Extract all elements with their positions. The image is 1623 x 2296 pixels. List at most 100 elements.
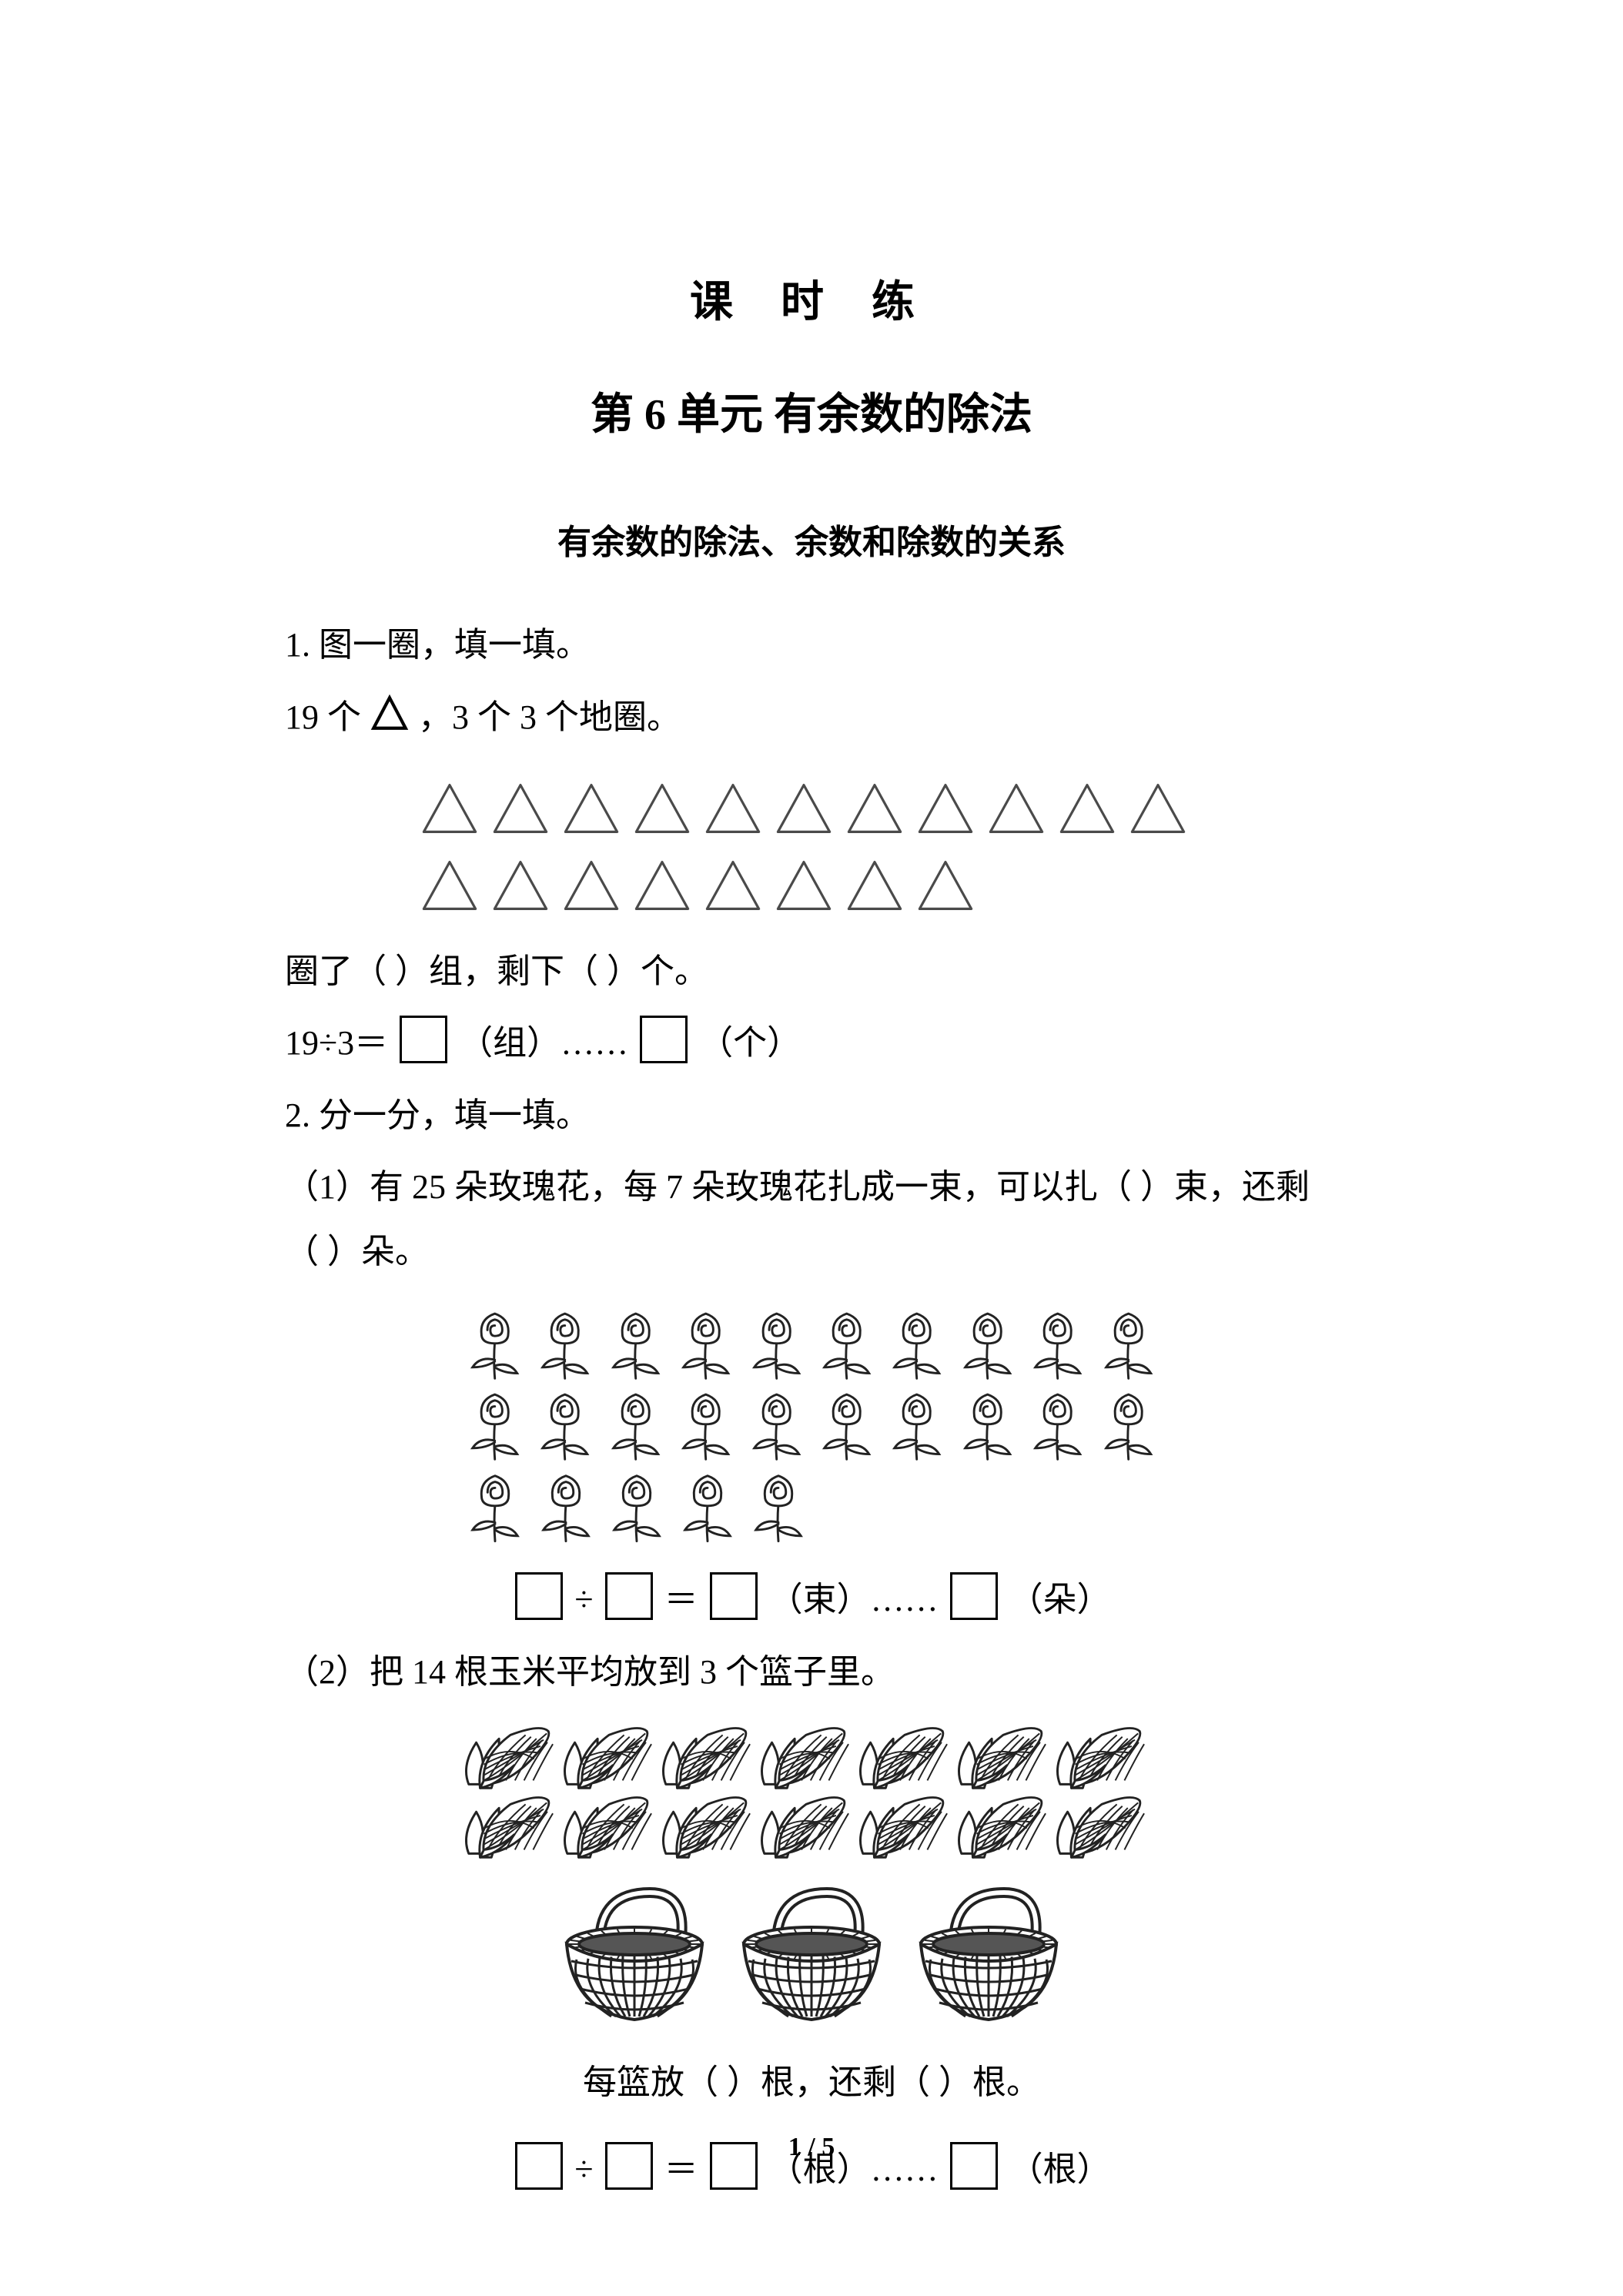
corn-icon: [457, 1789, 556, 1866]
q1-triangle-grid: [419, 778, 1204, 916]
rose-icon: [1028, 1388, 1087, 1464]
rose-icon: [606, 1388, 665, 1464]
rose-icon: [958, 1307, 1017, 1383]
q1-eq-unit1: （组）……: [459, 1024, 628, 1062]
triangle-icon: [915, 855, 976, 916]
rose-icon: [887, 1307, 946, 1383]
rose-icon: [606, 1307, 665, 1383]
rose-icon: [747, 1388, 806, 1464]
triangle-icon: [702, 855, 764, 916]
q1-eq-prefix: 19÷3＝: [285, 1024, 388, 1062]
rose-icon: [817, 1388, 876, 1464]
triangle-icon: [631, 778, 693, 839]
q2-p1-unit2: （朵）: [1009, 1581, 1111, 1618]
corn-icon: [556, 1719, 654, 1796]
answer-box[interactable]: [950, 1572, 998, 1620]
triangle-icon: [986, 778, 1047, 839]
triangle-icon: [561, 778, 622, 839]
answer-box[interactable]: [605, 1572, 653, 1620]
q2-p1-unit1: （束）……: [769, 1581, 939, 1618]
triangle-icon: [631, 855, 693, 916]
rose-row: [465, 1470, 1158, 1545]
answer-box[interactable]: [710, 1572, 758, 1620]
rose-icon: [465, 1307, 524, 1383]
corn-grid: [457, 1719, 1166, 1866]
rose-icon: [535, 1307, 594, 1383]
title-main: 课 时 练: [285, 262, 1338, 343]
corn-icon: [852, 1789, 950, 1866]
q2-p2-result: 每篮放（ ）根，还剩（ ）根。: [285, 2050, 1338, 2115]
rose-icon: [536, 1470, 596, 1545]
rose-grid: [465, 1307, 1158, 1545]
q1-result: 圈了（ ）组，剩下（ ）个。: [285, 939, 1338, 1004]
rose-icon: [465, 1470, 525, 1545]
rose-icon: [535, 1388, 594, 1464]
title-topic: 有余数的除法、余数和除数的关系: [285, 510, 1338, 575]
triangle-row: [419, 855, 1204, 916]
corn-icon: [950, 1719, 1049, 1796]
corn-icon: [753, 1719, 852, 1796]
q1-eq-unit2: （个）: [699, 1024, 801, 1062]
rose-icon: [747, 1307, 806, 1383]
rose-icon: [676, 1388, 735, 1464]
answer-box[interactable]: [400, 1016, 447, 1063]
rose-row: [465, 1388, 1158, 1464]
rose-icon: [1099, 1388, 1158, 1464]
triangle-row: [419, 778, 1204, 839]
basket-icon: [912, 1881, 1066, 2027]
q1-equation: 19÷3＝ （组）…… （个）: [285, 1011, 1338, 1076]
title-sub: 第 6 单元 有余数的除法: [285, 374, 1338, 456]
rose-icon: [748, 1470, 808, 1545]
q1-desc-suffix: ，3 个 3 个地圈。: [418, 698, 681, 736]
rose-row: [465, 1307, 1158, 1383]
triangle-icon: [1127, 778, 1189, 839]
answer-box[interactable]: [640, 1016, 688, 1063]
corn-icon: [457, 1719, 556, 1796]
triangle-icon: [370, 690, 410, 755]
rose-icon: [607, 1470, 667, 1545]
triangle-icon: [490, 855, 551, 916]
rose-icon: [958, 1388, 1017, 1464]
q2-p1-text: （1）有 25 朵玫瑰花，每 7 朵玫瑰花扎成一束，可以扎（ ）束，还剩（ ）朵…: [285, 1155, 1338, 1284]
corn-icon: [753, 1789, 852, 1866]
rose-icon: [465, 1388, 524, 1464]
q2-label: 2. 分一分，填一填。: [285, 1083, 1338, 1148]
triangle-icon: [702, 778, 764, 839]
rose-icon: [887, 1388, 946, 1464]
rose-icon: [676, 1307, 735, 1383]
triangle-icon: [419, 778, 480, 839]
corn-icon: [556, 1789, 654, 1866]
rose-icon: [817, 1307, 876, 1383]
triangle-icon: [773, 778, 835, 839]
corn-icon: [950, 1789, 1049, 1866]
basket-icon: [557, 1881, 711, 2027]
triangle-icon: [490, 778, 551, 839]
corn-icon: [852, 1719, 950, 1796]
equals-sign: ＝: [664, 1581, 698, 1618]
divide-sign: ÷: [574, 1581, 593, 1618]
answer-box[interactable]: [515, 1572, 563, 1620]
corn-row: [457, 1719, 1166, 1796]
q1-label: 1. 图一圈，填一填。: [285, 613, 1338, 678]
page: 课 时 练 第 6 单元 有余数的除法 有余数的除法、余数和除数的关系 1. 图…: [0, 0, 1623, 2296]
corn-icon: [1049, 1789, 1147, 1866]
rose-icon: [1028, 1307, 1087, 1383]
corn-row: [457, 1789, 1166, 1866]
triangle-icon: [844, 778, 905, 839]
q2-p1-equation: ÷ ＝ （束）…… （朵）: [285, 1568, 1338, 1632]
page-footer: 1 / 5: [0, 2123, 1623, 2173]
rose-icon: [678, 1470, 738, 1545]
corn-icon: [1049, 1719, 1147, 1796]
corn-icon: [654, 1789, 753, 1866]
triangle-icon: [419, 855, 480, 916]
triangle-icon: [1056, 778, 1118, 839]
triangle-icon: [844, 855, 905, 916]
triangle-icon: [773, 855, 835, 916]
corn-icon: [654, 1719, 753, 1796]
triangle-icon: [915, 778, 976, 839]
triangle-icon: [561, 855, 622, 916]
q2-p2-text: （2）把 14 根玉米平均放到 3 个篮子里。: [285, 1640, 1338, 1705]
rose-icon: [1099, 1307, 1158, 1383]
q1-desc: 19 个 ，3 个 3 个地圈。: [285, 685, 1338, 755]
basket-row: [542, 1881, 1081, 2027]
